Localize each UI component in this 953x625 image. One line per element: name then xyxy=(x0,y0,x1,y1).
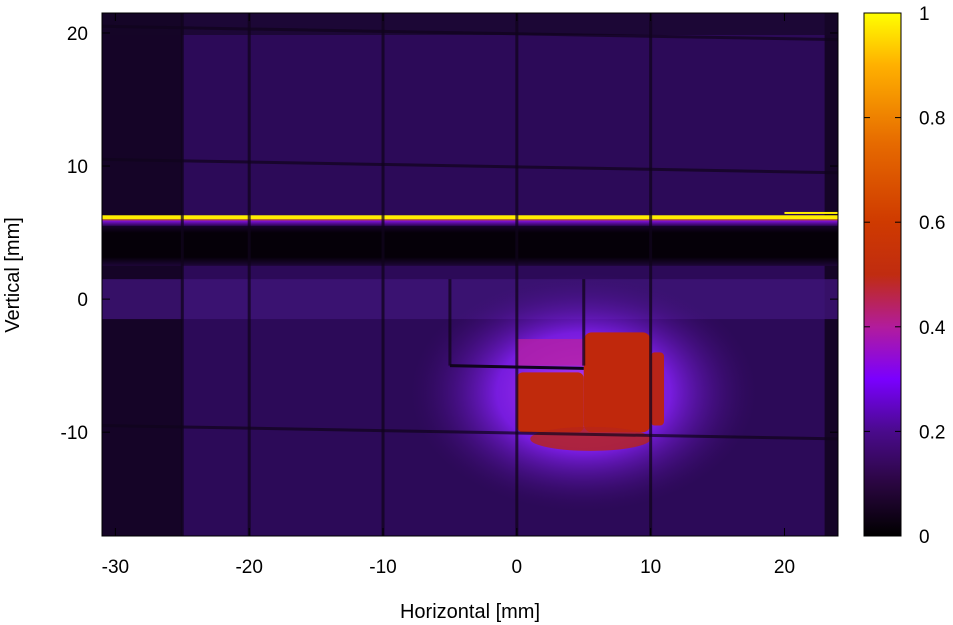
axis-ticks: -30 -20 -10 0 10 20 -10 0 10 20 xyxy=(61,13,838,578)
y-tick-label: -10 xyxy=(61,423,88,444)
x-tick-label: -30 xyxy=(102,557,129,578)
grid-lines xyxy=(102,13,838,536)
colorbar-tick-label: 1 xyxy=(919,4,930,25)
beam-core-left xyxy=(516,372,584,433)
colorbar-tick-label: 0.4 xyxy=(919,318,946,339)
x-tick-label: -10 xyxy=(369,557,396,578)
heatmap-area xyxy=(102,13,838,536)
dark-band xyxy=(102,221,838,266)
colorbar-tick-label: 0.6 xyxy=(919,213,945,234)
beam-core-right xyxy=(583,332,651,433)
y-tick-label: 10 xyxy=(67,157,88,178)
grid-line-horizontal xyxy=(102,24,838,42)
grid-line-horizontal xyxy=(102,424,838,441)
x-tick-label: 20 xyxy=(774,557,795,578)
beam-core-bottom xyxy=(530,426,651,451)
bright-strip xyxy=(102,215,838,220)
right-dark-column xyxy=(824,13,838,536)
x-tick-label: 10 xyxy=(640,557,661,578)
beam-core xyxy=(516,332,665,451)
x-tick-label: 0 xyxy=(512,557,523,578)
colorbar-tick-label: 0.2 xyxy=(919,422,945,443)
colorbar-tick-label: 0 xyxy=(919,527,930,548)
grid-line-horizontal xyxy=(102,157,838,175)
y-axis-label: Vertical [mm] xyxy=(2,217,24,333)
y-tick-label: 20 xyxy=(67,24,88,45)
bright-strip-step xyxy=(784,211,838,214)
upper-fade-band xyxy=(102,219,838,226)
x-axis-label: Horizontal [mm] xyxy=(400,601,540,623)
colorbar: 0 0.2 0.4 0.6 0.8 1 xyxy=(863,4,946,548)
grid-line-step xyxy=(449,364,584,370)
x-tick-label: -20 xyxy=(235,557,262,578)
plot-border xyxy=(101,12,839,537)
colorbar-tick-label: 0.8 xyxy=(919,109,945,130)
left-dark-column xyxy=(102,13,183,536)
beam-core-edge xyxy=(650,352,665,426)
colorbar-gradient xyxy=(863,12,902,537)
y-tick-label: 0 xyxy=(77,290,88,311)
beam-core-top-left xyxy=(516,339,584,366)
